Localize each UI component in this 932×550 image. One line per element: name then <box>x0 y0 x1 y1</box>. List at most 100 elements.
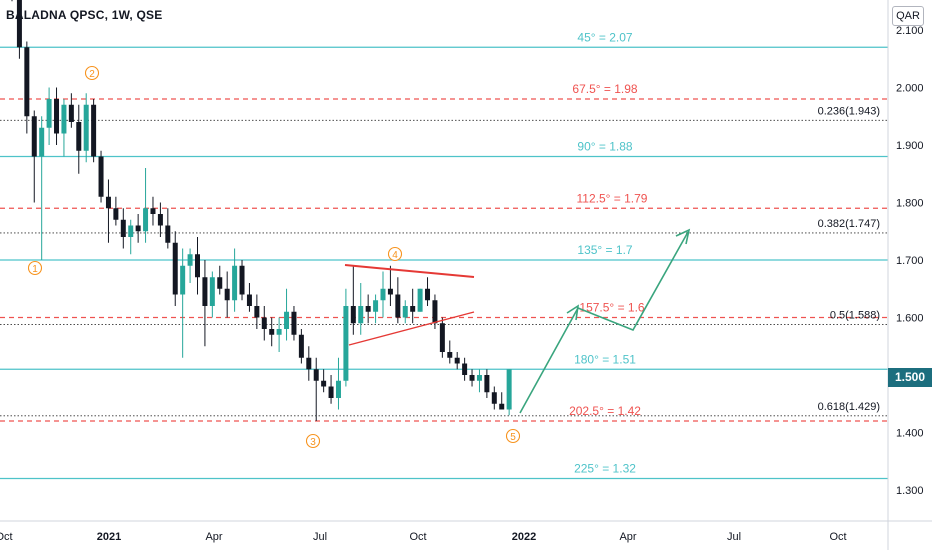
time-tick-label: Jul <box>313 531 327 543</box>
price-tick-label: 1.600 <box>896 313 924 325</box>
candle-body <box>380 288 386 301</box>
fib-level-label: 0.5(1.588) <box>830 309 880 321</box>
gann-level-label: 135° = 1.7 <box>577 243 633 257</box>
wave-label: 3 <box>310 437 316 448</box>
candle-body <box>328 386 334 398</box>
price-tick-label: 1.300 <box>896 485 924 497</box>
candle-body <box>224 288 230 301</box>
candle-body <box>91 104 97 157</box>
candle-body <box>135 225 141 232</box>
projection-arrowhead <box>675 228 691 245</box>
wave-marker <box>505 428 521 444</box>
candle-body <box>31 116 37 157</box>
candle-body <box>209 277 215 306</box>
candle-body <box>172 242 178 295</box>
candle-body <box>261 317 267 329</box>
wave-label: 5 <box>510 432 516 443</box>
candle-body <box>476 375 482 381</box>
candle-body <box>447 352 453 358</box>
candle-body <box>165 225 171 243</box>
candle-body <box>365 306 371 312</box>
candle-body <box>417 288 423 312</box>
projection-path <box>519 231 689 414</box>
fib-level-label: 0.236(1.943) <box>818 105 880 117</box>
time-tick-label: 2022 <box>512 531 536 543</box>
gann-level-label: 45° = 2.07 <box>577 30 633 44</box>
candle-body <box>306 357 312 370</box>
fib-level-label: 0.618(1.429) <box>818 401 880 413</box>
candle-body <box>120 219 126 237</box>
candle-body <box>61 104 67 134</box>
candle-body <box>232 265 238 301</box>
time-tick-label: Oct <box>829 531 846 543</box>
candle-body <box>195 254 200 278</box>
price-tick-label: 1.700 <box>896 255 924 267</box>
candle-body <box>143 208 149 232</box>
projection-arrowhead <box>566 304 580 321</box>
wave-label: 1 <box>32 264 38 275</box>
candle-body <box>358 306 364 324</box>
candle-body <box>187 254 193 266</box>
fib-level-label: 0.382(1.747) <box>818 218 880 230</box>
candle-body <box>410 306 416 312</box>
candle-body <box>439 323 445 352</box>
candle-body <box>506 369 512 410</box>
candle-body <box>484 375 490 393</box>
candle-body <box>39 127 45 157</box>
candle-body <box>373 300 379 312</box>
candle-body <box>68 104 74 122</box>
time-tick-label: Apr <box>619 531 636 543</box>
gann-level-label: 202.5° = 1.42 <box>569 404 641 418</box>
price-tick-label: 1.400 <box>896 428 924 440</box>
candle-body <box>454 357 460 364</box>
candle-body <box>402 306 408 318</box>
currency-button[interactable]: QAR <box>892 6 924 26</box>
candle-body <box>284 311 290 329</box>
candle-body <box>276 329 282 335</box>
candle-body <box>321 380 327 387</box>
gann-level-label: 112.5° = 1.79 <box>577 191 648 205</box>
gann-level-label: 67.5° = 1.98 <box>572 82 638 96</box>
candle-body <box>54 99 60 134</box>
candles <box>11 0 512 421</box>
candle-body <box>46 99 52 128</box>
drawings: 1 2 3 4 5 <box>27 65 691 449</box>
wave-marker <box>27 260 43 276</box>
candle-body <box>128 225 134 237</box>
candle-body <box>343 306 349 381</box>
candle-body <box>76 122 82 151</box>
time-tick-label: Oct <box>409 531 426 543</box>
price-tick-label: 1.800 <box>896 198 924 210</box>
price-tick-label: 2.100 <box>896 25 924 37</box>
gann-level-label: 225° = 1.32 <box>574 462 636 476</box>
candle-body <box>16 0 22 48</box>
candle-body <box>387 288 393 295</box>
candle-body <box>499 403 505 410</box>
triangle-lower-line <box>348 311 475 346</box>
candle-body <box>157 214 163 226</box>
last-price-tag: 1.500 <box>888 368 932 387</box>
time-axis: Oct 2021 Apr Jul Oct 2022 Apr Jul Oct <box>0 520 932 543</box>
time-tick-label: 2021 <box>97 531 121 543</box>
time-tick-label: Apr <box>205 531 222 543</box>
candle-body <box>217 277 223 289</box>
candle-body <box>113 208 119 220</box>
candle-body <box>269 329 275 335</box>
time-tick-label: Jul <box>727 531 741 543</box>
candle-body <box>180 265 186 295</box>
candle-body <box>105 196 111 209</box>
triangle-upper-line <box>344 264 475 278</box>
candle-body <box>491 392 497 404</box>
time-tick-label: Oct <box>0 531 13 543</box>
price-axis: 2.1002.0001.9001.8001.7001.6001.5001.400… <box>887 0 924 550</box>
candle-body <box>425 288 431 301</box>
candle-body <box>150 208 156 214</box>
price-tick-label: 1.900 <box>896 140 924 152</box>
candle-body <box>298 334 304 358</box>
candle-body <box>313 369 319 381</box>
candle-body <box>239 265 245 295</box>
symbol-title: BALADNA QPSC, 1W, QSE <box>6 8 163 22</box>
candle-body <box>335 380 341 398</box>
gann-level-label: 157.5° = 1.6 <box>579 301 645 315</box>
